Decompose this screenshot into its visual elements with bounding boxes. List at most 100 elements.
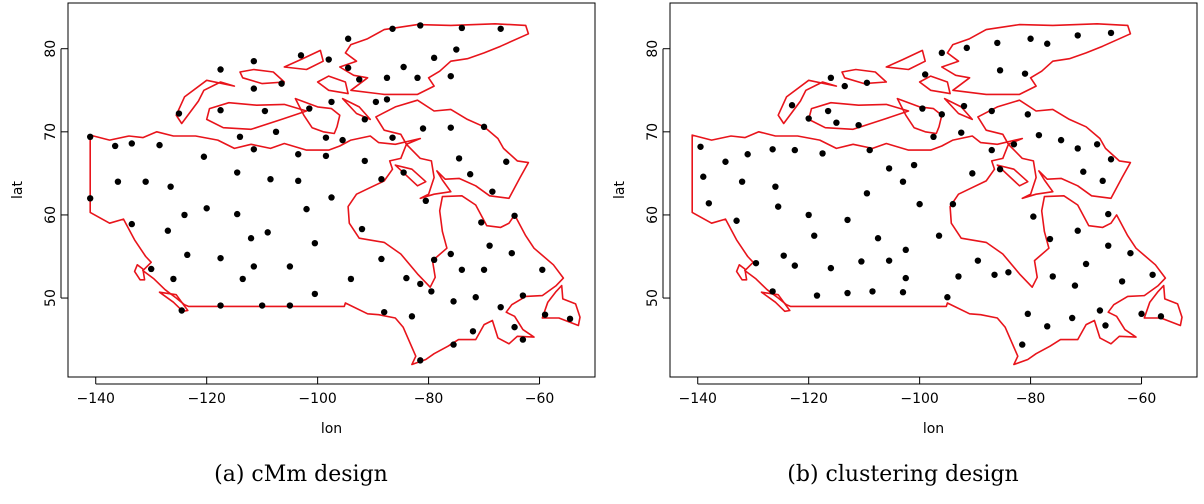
- design-point: [988, 146, 995, 154]
- map-island-outline: [394, 164, 427, 187]
- x-tick-label: −100: [298, 391, 336, 407]
- design-point: [114, 178, 122, 185]
- design-point: [400, 63, 407, 71]
- x-tick-label: −120: [187, 391, 225, 407]
- y-tick-label: 50: [645, 289, 661, 307]
- design-point: [419, 125, 427, 132]
- design-point: [389, 134, 396, 141]
- design-point: [344, 64, 352, 72]
- design-point: [250, 57, 258, 65]
- design-point: [86, 133, 94, 141]
- design-points: [697, 29, 1165, 348]
- panel-a-cmm-design: −140 −120 −100 −80 −60 50 60 70 80 lon lat (a) cMm…: [10, 2, 596, 487]
- design-point: [819, 150, 826, 157]
- caption-b: (b) clustering design: [787, 462, 1019, 487]
- design-point: [447, 124, 454, 131]
- design-point: [1107, 29, 1115, 37]
- design-point: [1021, 70, 1029, 77]
- map-island-outline: [996, 164, 1029, 187]
- design-point: [566, 315, 574, 323]
- design-point: [458, 266, 466, 273]
- design-point: [774, 203, 782, 210]
- design-point: [1068, 314, 1076, 322]
- design-point: [1044, 323, 1051, 330]
- design-point: [1127, 249, 1134, 257]
- design-point: [1138, 310, 1145, 318]
- design-point: [930, 133, 937, 141]
- design-point: [408, 313, 416, 320]
- map-island-outline: [339, 23, 530, 96]
- design-point: [414, 74, 421, 82]
- design-point: [428, 288, 435, 295]
- design-point: [236, 133, 244, 141]
- scatter-plot-b: −140 −120 −100 −80 −60 50 60 70 80 lon lat: [612, 2, 1198, 437]
- design-point: [722, 158, 729, 165]
- design-point: [813, 292, 821, 299]
- design-point: [1082, 260, 1090, 268]
- design-point: [844, 289, 851, 297]
- design-point: [86, 195, 94, 202]
- design-point: [1096, 307, 1104, 314]
- design-point: [217, 66, 224, 73]
- x-tick-label: −120: [789, 391, 827, 407]
- design-point: [217, 254, 224, 262]
- design-point: [1074, 227, 1081, 234]
- design-point: [858, 258, 865, 265]
- design-point: [866, 146, 873, 154]
- design-point: [311, 290, 319, 298]
- map-island-outline: [239, 68, 286, 85]
- map-island-outline: [941, 23, 1132, 96]
- design-point: [1102, 322, 1109, 329]
- map-island-outline: [807, 101, 910, 131]
- design-point: [430, 54, 438, 62]
- design-point: [325, 56, 332, 63]
- design-point: [1044, 40, 1051, 47]
- design-point: [458, 24, 466, 32]
- design-point: [885, 257, 893, 264]
- y-tick-label: 70: [645, 123, 661, 141]
- design-point: [769, 146, 776, 153]
- design-point: [297, 52, 305, 59]
- map-island-outline: [977, 99, 1132, 200]
- design-point: [1027, 35, 1034, 42]
- design-point: [899, 289, 907, 296]
- design-point: [1118, 278, 1126, 285]
- x-tick-label: −140: [77, 391, 115, 407]
- design-point: [430, 256, 438, 264]
- design-point: [389, 25, 396, 32]
- design-point: [278, 80, 285, 87]
- design-point: [272, 128, 280, 136]
- design-point: [991, 271, 998, 278]
- y-tick-label: 80: [645, 40, 661, 58]
- design-point: [306, 105, 313, 112]
- design-point: [1074, 32, 1081, 39]
- design-point: [863, 190, 871, 197]
- design-point: [503, 158, 510, 165]
- design-point: [347, 275, 355, 283]
- map-island-outline: [158, 291, 189, 313]
- design-point: [128, 140, 135, 147]
- design-point: [963, 44, 970, 52]
- design-point: [447, 250, 454, 258]
- design-point: [700, 173, 707, 180]
- design-point: [480, 123, 488, 131]
- design-point: [919, 105, 926, 112]
- design-point: [178, 307, 185, 314]
- design-point: [805, 115, 812, 122]
- design-point: [827, 74, 835, 82]
- design-point: [958, 129, 965, 136]
- design-point: [156, 141, 163, 149]
- design-point: [184, 251, 191, 259]
- design-point: [805, 211, 812, 219]
- x-tick-label: −60: [1127, 391, 1157, 407]
- design-point: [841, 82, 848, 90]
- design-point: [128, 220, 135, 228]
- design-point: [267, 175, 274, 183]
- map-island-outline: [341, 97, 372, 121]
- design-point: [824, 107, 832, 115]
- design-point: [744, 151, 751, 158]
- y-tick-label: 70: [43, 123, 59, 141]
- design-point: [1057, 136, 1065, 144]
- design-point: [791, 146, 799, 154]
- design-point: [455, 155, 463, 162]
